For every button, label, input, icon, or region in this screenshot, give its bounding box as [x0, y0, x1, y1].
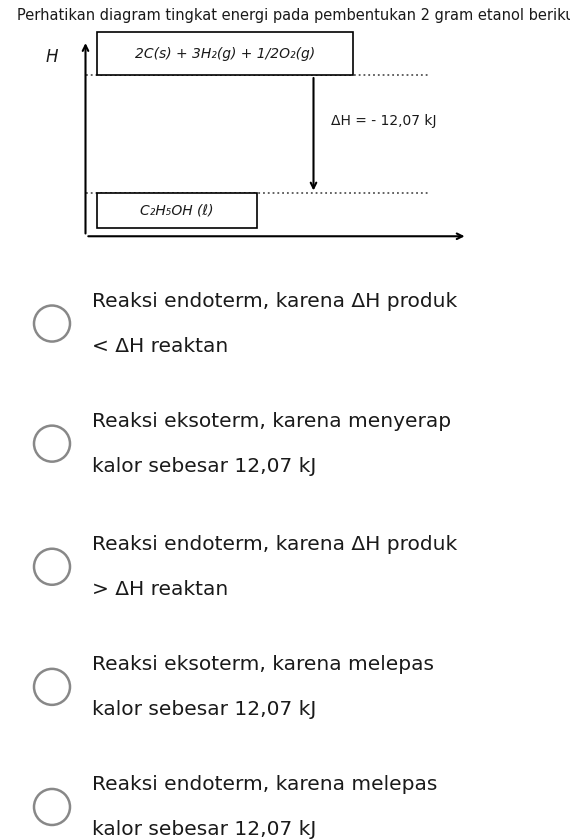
- Text: ΔH = - 12,07 kJ: ΔH = - 12,07 kJ: [331, 114, 436, 128]
- Text: Reaksi eksoterm, karena menyerap: Reaksi eksoterm, karena menyerap: [92, 412, 451, 430]
- Circle shape: [34, 789, 70, 825]
- Bar: [97, 193, 256, 228]
- Text: Reaksi eksoterm, karena melepas: Reaksi eksoterm, karena melepas: [92, 655, 434, 674]
- Text: H: H: [46, 49, 58, 66]
- Circle shape: [34, 305, 70, 341]
- Circle shape: [34, 669, 70, 705]
- Text: C₂H₅OH (ℓ): C₂H₅OH (ℓ): [140, 204, 213, 218]
- Text: Reaksi endoterm, karena ΔH produk: Reaksi endoterm, karena ΔH produk: [92, 291, 457, 310]
- Text: > ΔH reaktan: > ΔH reaktan: [92, 580, 228, 599]
- Text: Reaksi endoterm, karena melepas: Reaksi endoterm, karena melepas: [92, 775, 437, 794]
- Text: kalor sebesar 12,07 kJ: kalor sebesar 12,07 kJ: [92, 820, 316, 839]
- Text: Perhatikan diagram tingkat energi pada pembentukan 2 gram etanol berikut!: Perhatikan diagram tingkat energi pada p…: [17, 8, 570, 23]
- Circle shape: [34, 549, 70, 585]
- Text: Reaksi endoterm, karena ΔH produk: Reaksi endoterm, karena ΔH produk: [92, 534, 457, 554]
- Text: 2C(s) + 3H₂(g) + 1/2O₂(g): 2C(s) + 3H₂(g) + 1/2O₂(g): [135, 47, 315, 60]
- Text: kalor sebesar 12,07 kJ: kalor sebesar 12,07 kJ: [92, 456, 316, 476]
- Text: < ΔH reaktan: < ΔH reaktan: [92, 336, 228, 356]
- Circle shape: [34, 425, 70, 461]
- Text: kalor sebesar 12,07 kJ: kalor sebesar 12,07 kJ: [92, 700, 316, 719]
- Bar: [97, 32, 353, 76]
